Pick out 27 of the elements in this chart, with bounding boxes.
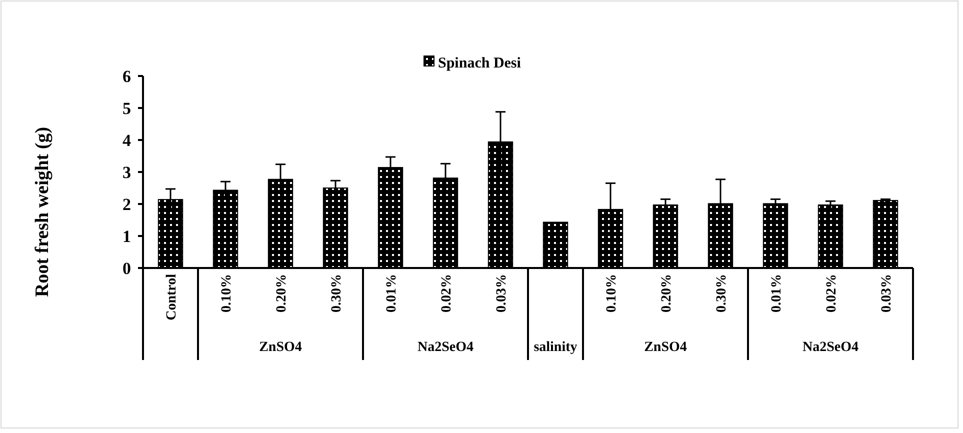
x-tick-label: 0.10% [219,274,234,312]
text: Na2SeO4 [802,340,858,355]
x-tick-label: 0.02% [439,274,454,312]
text: ZnSO4 [259,340,302,355]
x-tick-label: 0.01% [769,274,784,312]
y-tick-label: 3 [122,162,131,182]
x-tick-label: 0.02% [824,274,840,312]
x-tick-label: 0.10% [604,274,620,312]
text: ZnSO4 [644,340,687,355]
legend-label: Spinach Desi [438,55,521,72]
text: salinity [534,340,578,355]
y-tick-label: 6 [122,66,131,86]
x-tick-label: 0.20% [659,274,674,312]
x-tick-label: 0.03% [879,274,894,312]
text: Na2SeO4 [418,340,474,355]
x-tick-label: Control [164,274,180,320]
y-tick-label: 5 [122,98,131,118]
y-tick-label: 1 [122,226,131,246]
y-tick-label: 4 [122,130,132,150]
x-tick-label: 0.03% [494,274,510,312]
y-axis-title: Root fresh weight (g) [32,126,53,298]
x-tick-label: 0.30% [714,274,730,312]
y-tick-label: 2 [122,194,131,214]
x-tick-label: 0.01% [384,274,400,312]
x-tick-label: 0.20% [274,274,290,312]
x-tick-label: 0.30% [329,274,344,312]
y-tick-label: 0 [122,258,131,278]
